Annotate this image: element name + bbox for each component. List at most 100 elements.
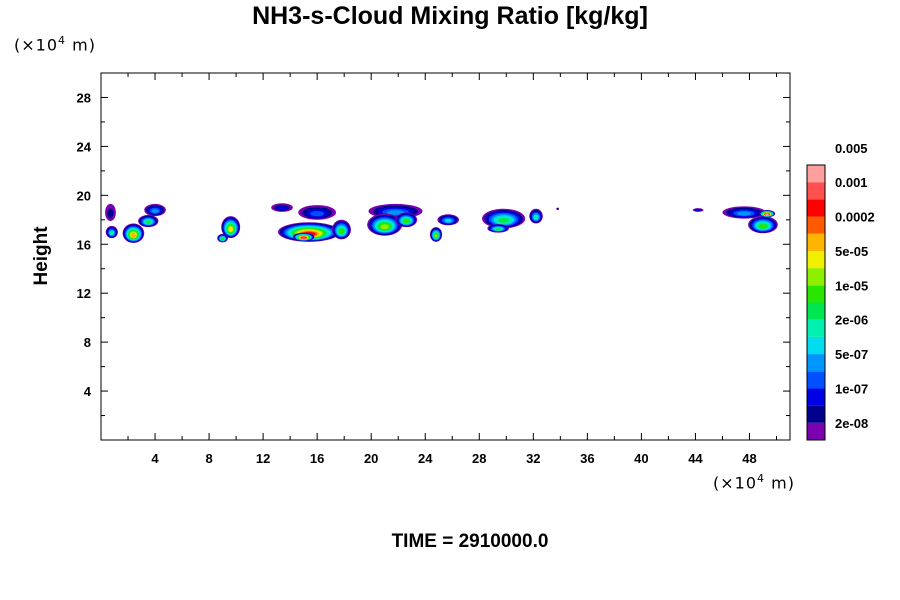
- cloud-contour: [301, 236, 306, 239]
- colorbar-label: 2e-06: [835, 313, 868, 328]
- colorbar-frame: [806, 164, 826, 441]
- x-unit-prefix: (×10: [713, 473, 758, 493]
- cloud-contour: [765, 213, 769, 216]
- x-axis-unit: (×104 m): [713, 472, 795, 492]
- cloud-contour: [277, 206, 287, 211]
- colorbar-label: 2e-08: [835, 416, 868, 431]
- cloud-contour: [495, 228, 501, 231]
- cloud-patch: [487, 224, 509, 233]
- cloud-patch: [481, 208, 526, 229]
- cloud-patch: [758, 210, 776, 218]
- colorbar-swatch: [807, 354, 825, 372]
- colorbar-swatch: [807, 371, 825, 389]
- colorbar-swatch: [807, 182, 825, 200]
- x-unit-exponent: 4: [757, 472, 766, 485]
- y-tick-label: 4: [84, 384, 92, 399]
- x-tick-label: 8: [205, 451, 212, 466]
- cloud-patch: [105, 203, 116, 222]
- cloud-patch: [529, 208, 543, 224]
- cloud-patch: [692, 208, 704, 212]
- colorbar-label: 1e-07: [835, 381, 868, 396]
- cloud-patch: [292, 232, 315, 242]
- cloud-patch: [138, 214, 159, 228]
- x-tick-label: 48: [742, 451, 756, 466]
- cloud-contour: [131, 233, 136, 238]
- colorbar-swatch: [807, 233, 825, 251]
- colorbar-label: 1e-05: [835, 278, 868, 293]
- cloud-patch: [298, 205, 337, 220]
- cloud-contour: [498, 217, 510, 223]
- cloud-patch: [395, 212, 418, 228]
- y-tick-label: 16: [77, 237, 91, 252]
- cloud-patch: [332, 219, 351, 240]
- cloud-patch: [556, 207, 559, 211]
- cloud-contour: [445, 219, 452, 223]
- x-tick-label: 20: [364, 451, 378, 466]
- y-tick-label: 28: [77, 90, 91, 105]
- cloud-contour: [107, 208, 114, 219]
- cloud-contour: [228, 226, 233, 232]
- cloud-contour: [110, 231, 114, 235]
- cloud-contour: [151, 209, 159, 214]
- x-tick-label: 12: [256, 451, 270, 466]
- y-unit-prefix: (×10: [14, 35, 59, 55]
- chart-title: NH3-s-Cloud Mixing Ratio [kg/kg]: [252, 2, 648, 30]
- cloud-contour: [310, 210, 325, 217]
- x-axis: 4 8 12 16 20 24 28 32 36 40 44 48: [127, 73, 777, 466]
- colorbar-swatch: [807, 388, 825, 406]
- colorbar-swatch: [807, 336, 825, 355]
- time-label: TIME = 2910000.0: [391, 531, 549, 552]
- cloud-contour: [759, 224, 767, 229]
- x-unit-suffix: m): [765, 473, 795, 493]
- colorbar-swatch: [807, 405, 825, 423]
- y-tick-label: 24: [77, 139, 92, 154]
- cloud-contour: [339, 229, 344, 234]
- y-unit-exponent: 4: [58, 34, 67, 47]
- colorbar-swatch: [807, 268, 825, 286]
- colorbar-swatch: [807, 302, 825, 320]
- y-axis: 4 8 12 16 20 24 28: [77, 90, 790, 417]
- cloud-contour: [221, 237, 224, 241]
- colorbar: 2e-08 1e-07 5e-07 2e-06 1e-05 5e-05 0.0002 0.00…: [806, 141, 875, 441]
- cloud-patch: [429, 227, 443, 242]
- y-tick-label: 12: [77, 286, 91, 301]
- y-axis-unit: (×104 m): [14, 34, 96, 54]
- cloud-contour: [737, 211, 751, 216]
- colorbar-label: 0.005: [835, 141, 868, 156]
- colorbar-label: 0.001: [835, 175, 868, 190]
- colorbar-label: 5e-05: [835, 244, 868, 259]
- cloud-patch: [144, 203, 166, 217]
- colorbar-swatch: [807, 250, 825, 269]
- colorbar-swatch: [807, 199, 825, 217]
- cloud-contour: [145, 220, 151, 224]
- cloud-patch: [748, 216, 778, 234]
- cloud-contour: [386, 210, 405, 215]
- colorbar-swatch: [807, 319, 825, 337]
- cloud-contour: [403, 219, 409, 223]
- cloud-patch: [217, 233, 228, 243]
- x-tick-label: 32: [526, 451, 540, 466]
- colorbar-swatch: [807, 216, 825, 234]
- colorbar-label: 5e-07: [835, 347, 868, 362]
- colorbar-swatch: [807, 165, 825, 183]
- cloud-patch: [722, 206, 766, 219]
- cloud-patch: [271, 203, 293, 212]
- y-unit-suffix: m): [66, 35, 96, 55]
- colorbar-swatch: [807, 285, 825, 303]
- cloud-contour: [556, 207, 559, 210]
- x-tick-label: 36: [580, 451, 594, 466]
- x-tick-label: 4: [151, 451, 159, 466]
- x-tick-label: 16: [310, 451, 324, 466]
- cloud-field: [105, 203, 778, 244]
- x-tick-label: 28: [472, 451, 486, 466]
- plot-frame: [100, 72, 791, 441]
- cloud-patch: [105, 225, 118, 239]
- cloud-contour: [434, 234, 438, 238]
- x-tick-label: 24: [418, 451, 433, 466]
- colorbar-swatch: [807, 422, 825, 440]
- cloud-contour: [695, 209, 701, 212]
- y-tick-label: 8: [84, 335, 91, 350]
- x-tick-label: 40: [634, 451, 648, 466]
- y-tick-label: 20: [77, 188, 91, 203]
